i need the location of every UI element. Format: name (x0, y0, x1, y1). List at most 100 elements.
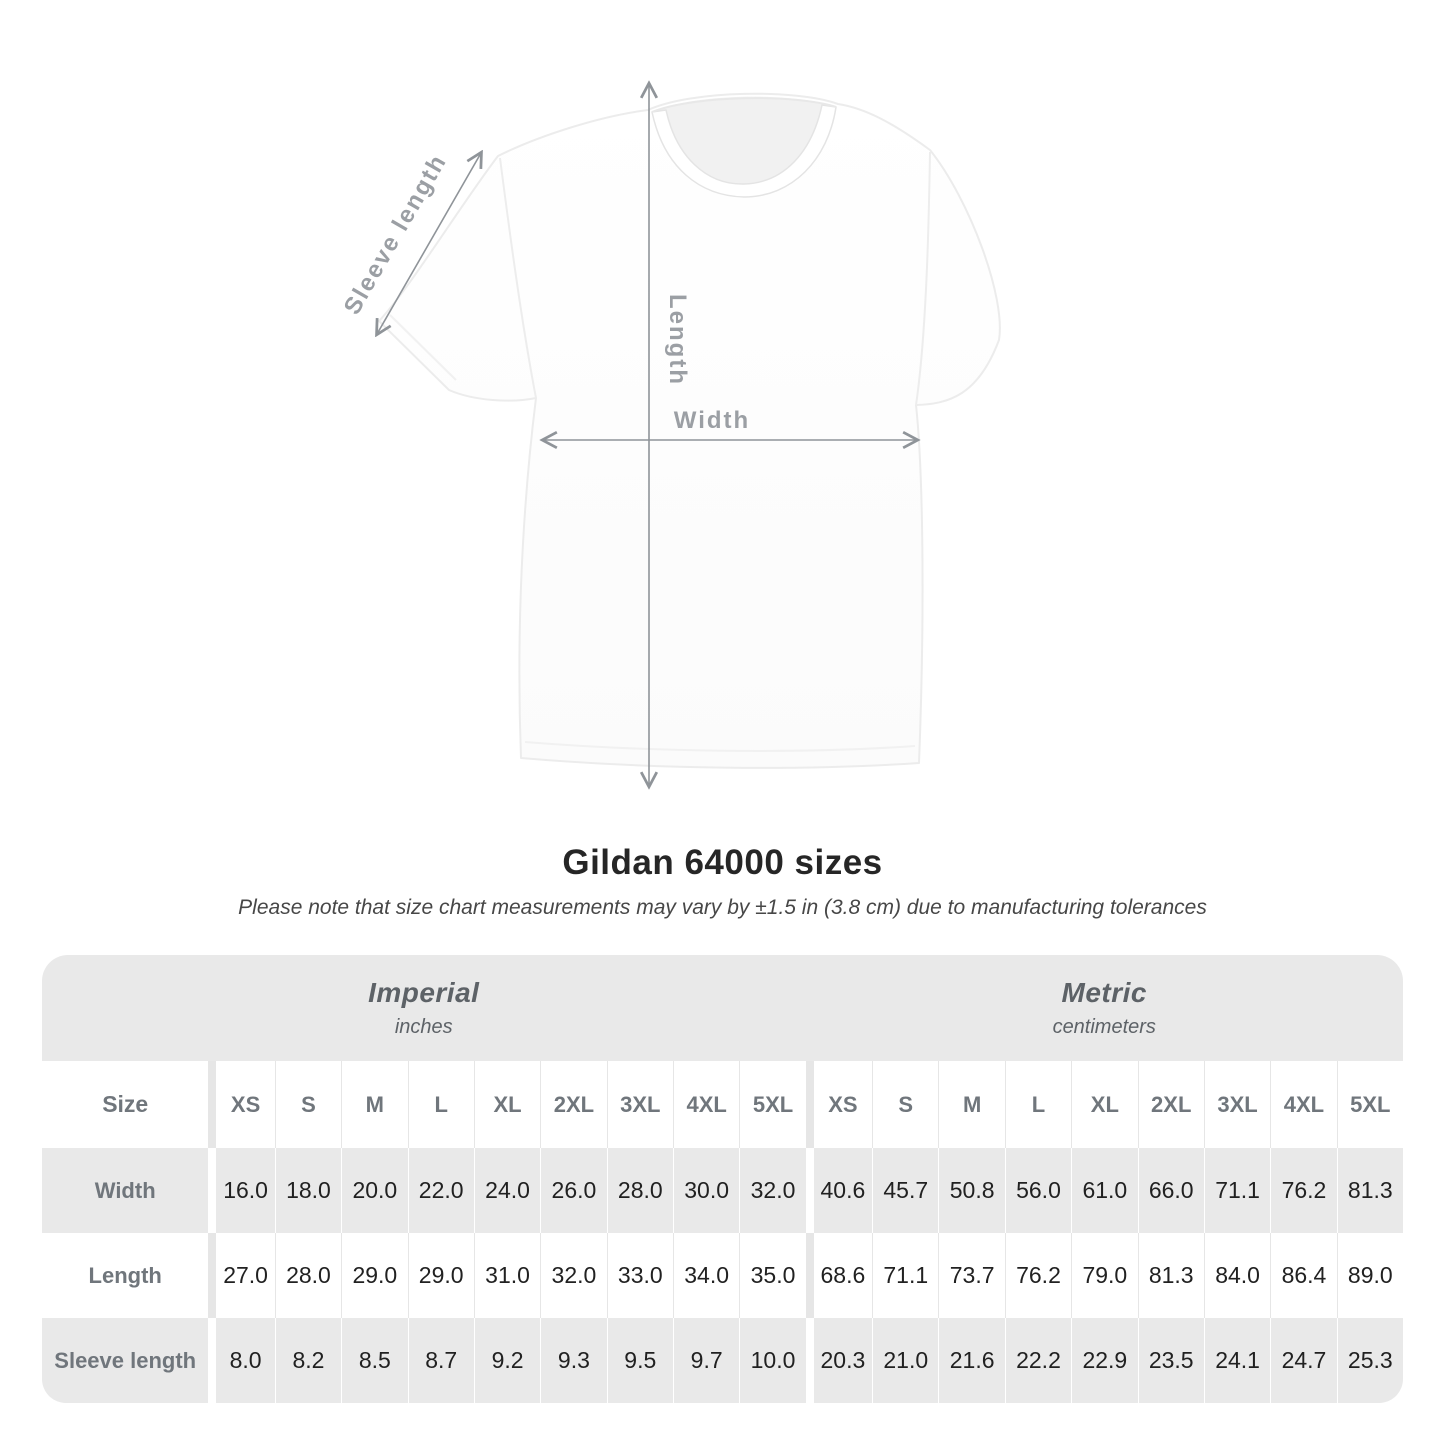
table-cell: 8.5 (341, 1318, 408, 1403)
table-cell: 66.0 (1137, 1148, 1204, 1233)
table-cell: 8.2 (274, 1318, 342, 1403)
hem-stitch (524, 741, 916, 752)
table-cell: 28.0 (274, 1233, 342, 1318)
table-cell: 81.3 (1336, 1148, 1403, 1233)
size-col-header: M (938, 1061, 1005, 1148)
table-cell: 21.0 (872, 1318, 939, 1403)
table-cell: 9.7 (672, 1318, 740, 1403)
table-cell: 30.0 (672, 1148, 740, 1233)
table-row-width: Width 16.0 18.0 20.0 22.0 24.0 26.0 28.0… (42, 1148, 1403, 1233)
table-cell: 27.0 (208, 1233, 275, 1318)
length-label: Length (664, 294, 691, 386)
size-col-header: M (341, 1061, 408, 1148)
metric-name: Metric (1061, 977, 1147, 1008)
table-cell: 89.0 (1336, 1233, 1403, 1318)
table-row-sleeve-length: Sleeve length 8.0 8.2 8.5 8.7 9.2 9.3 9.… (42, 1318, 1403, 1403)
table-cell: 22.0 (407, 1148, 474, 1233)
table-cell: 10.0 (739, 1318, 806, 1403)
table-cell: 24.0 (473, 1148, 541, 1233)
size-col-header: 4XL (672, 1061, 740, 1148)
table-cell: 86.4 (1270, 1233, 1337, 1318)
table-cell: 76.2 (1004, 1233, 1072, 1318)
size-col-header: 2XL (1137, 1061, 1204, 1148)
size-col-header: 3XL (1203, 1061, 1271, 1148)
size-col-header: 3XL (606, 1061, 673, 1148)
table-cell: 71.1 (1203, 1148, 1271, 1233)
sleeve-length-arrow (377, 153, 481, 334)
table-cell: 20.0 (341, 1148, 408, 1233)
row-label: Width (42, 1148, 209, 1233)
size-col-header: L (407, 1061, 474, 1148)
size-col-header: S (872, 1061, 939, 1148)
table-cell: 73.7 (938, 1233, 1005, 1318)
table-cell: 29.0 (341, 1233, 408, 1318)
imperial-name: Imperial (368, 977, 480, 1008)
imperial-unit: inches (394, 1016, 453, 1038)
table-cell: 8.7 (407, 1318, 474, 1403)
size-col-header: S (274, 1061, 342, 1148)
size-col-header: 5XL (739, 1061, 806, 1148)
table-cell: 29.0 (407, 1233, 474, 1318)
right-sleeve-seam (915, 151, 931, 406)
size-col-header: L (1004, 1061, 1072, 1148)
table-cell: 28.0 (606, 1148, 673, 1233)
size-col-header: 2XL (540, 1061, 607, 1148)
table-cell: 9.3 (540, 1318, 607, 1403)
table-cell: 24.7 (1270, 1318, 1337, 1403)
table-cell: 22.2 (1004, 1318, 1072, 1403)
table-cell: 8.0 (208, 1318, 275, 1403)
table-cell: 76.2 (1270, 1148, 1337, 1233)
width-label: Width (674, 407, 750, 434)
size-header-row: Size XS S M L XL 2XL 3XL 4XL 5XL XS S M … (42, 1061, 1403, 1148)
table-cell: 25.3 (1336, 1318, 1403, 1403)
table-cell: 22.9 (1071, 1318, 1138, 1403)
table-cell: 32.0 (739, 1148, 806, 1233)
table-cell: 31.0 (473, 1233, 541, 1318)
tshirt-image (378, 92, 1001, 769)
table-cell: 34.0 (672, 1233, 740, 1318)
table-cell: 50.8 (938, 1148, 1005, 1233)
left-sleeve-seam (499, 157, 537, 399)
table-cell: 9.2 (473, 1318, 541, 1403)
table-cell: 71.1 (872, 1233, 939, 1318)
unit-header: Imperial inches Metric centimeters (42, 955, 1403, 1061)
size-row-label: Size (42, 1061, 209, 1148)
table-cell: 26.0 (540, 1148, 607, 1233)
table-cell: 81.3 (1137, 1233, 1204, 1318)
size-col-header: XL (473, 1061, 541, 1148)
metric-unit: centimeters (1052, 1016, 1156, 1038)
size-col-header: XS (208, 1061, 275, 1148)
table-cell: 45.7 (872, 1148, 939, 1233)
table-cell: 16.0 (208, 1148, 275, 1233)
table-cell: 32.0 (540, 1233, 607, 1318)
metric-header: Metric centimeters (806, 955, 1403, 1061)
table-cell: 40.6 (805, 1148, 873, 1233)
size-col-header: XL (1071, 1061, 1138, 1148)
table-cell: 61.0 (1071, 1148, 1138, 1233)
table-cell: 24.1 (1203, 1318, 1271, 1403)
table-cell: 9.5 (606, 1318, 673, 1403)
size-col-header: XS (805, 1061, 873, 1148)
table-cell: 35.0 (739, 1233, 806, 1318)
table-row-length: Length 27.0 28.0 29.0 29.0 31.0 32.0 33.… (42, 1233, 1403, 1318)
imperial-header: Imperial inches (42, 955, 806, 1061)
table-cell: 23.5 (1137, 1318, 1204, 1403)
tshirt-measurement-diagram: Sleeve length Length Width (339, 0, 1001, 830)
table-cell: 68.6 (805, 1233, 873, 1318)
row-label: Sleeve length (42, 1318, 209, 1403)
table-cell: 21.6 (938, 1318, 1005, 1403)
table-cell: 84.0 (1203, 1233, 1271, 1318)
table-cell: 18.0 (274, 1148, 342, 1233)
measurement-arrows (377, 84, 917, 786)
size-col-header: 5XL (1336, 1061, 1403, 1148)
table-cell: 56.0 (1004, 1148, 1072, 1233)
size-chart-table: Imperial inches Metric centimeters Size … (42, 955, 1403, 1403)
tolerance-note: Please note that size chart measurements… (238, 896, 1207, 919)
row-label: Length (42, 1233, 209, 1318)
size-col-header: 4XL (1270, 1061, 1337, 1148)
table-cell: 79.0 (1071, 1233, 1138, 1318)
table-cell: 33.0 (606, 1233, 673, 1318)
page-title: Gildan 64000 sizes (562, 843, 883, 882)
table-cell: 20.3 (805, 1318, 873, 1403)
